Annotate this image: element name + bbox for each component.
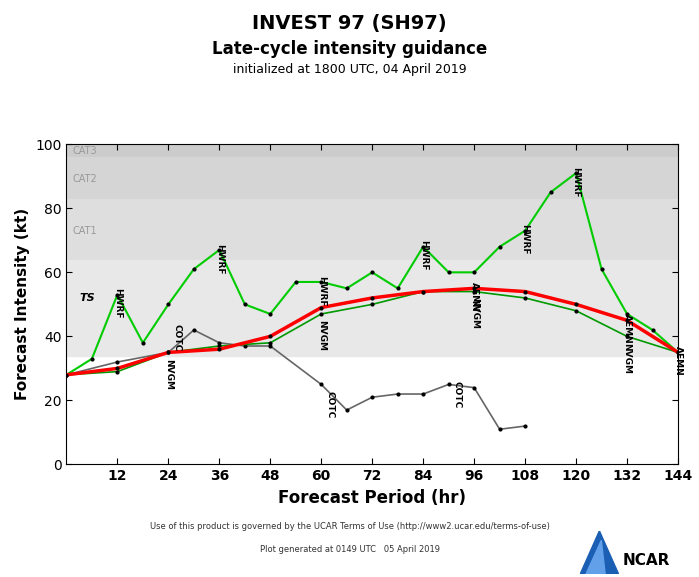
Text: COTC: COTC [325,391,334,418]
Text: HWRF: HWRF [215,243,224,274]
Text: AEMN: AEMN [674,346,682,376]
Bar [66,198,678,260]
Text: NVGM: NVGM [317,320,326,351]
X-axis label: Forecast Period (hr): Forecast Period (hr) [278,489,466,507]
Text: HWRF: HWRF [419,240,428,271]
Text: HWRF: HWRF [317,276,326,306]
Bar [66,260,678,355]
Text: initialized at 1800 UTC, 04 April 2019: initialized at 1800 UTC, 04 April 2019 [233,63,466,77]
Text: COTC: COTC [453,381,461,409]
Text: NCAR: NCAR [623,553,670,568]
Bar [66,157,678,198]
Text: Late-cycle intensity guidance: Late-cycle intensity guidance [212,40,487,58]
Text: Plot generated at 0149 UTC   05 April 2019: Plot generated at 0149 UTC 05 April 2019 [259,545,440,554]
Text: HWRF: HWRF [572,167,581,197]
Text: AEMN: AEMN [623,314,632,344]
Polygon shape [580,531,619,574]
Polygon shape [586,540,605,574]
Text: TS: TS [79,293,95,303]
Text: NVGM: NVGM [164,359,173,390]
Text: NVGM: NVGM [623,343,632,374]
Text: CAT3: CAT3 [73,145,97,156]
Text: CAT2: CAT2 [73,174,98,185]
Text: AEMN: AEMN [470,282,479,312]
Text: COTC: COTC [173,324,181,351]
Text: INVEST 97 (SH97): INVEST 97 (SH97) [252,14,447,33]
Text: CAT1: CAT1 [73,226,97,236]
Text: HWRF: HWRF [521,224,530,255]
Text: Use of this product is governed by the UCAR Terms of Use (http://www2.ucar.edu/t: Use of this product is governed by the U… [150,522,549,531]
Bar [66,144,678,157]
Y-axis label: Forecast Intensity (kt): Forecast Intensity (kt) [15,208,29,400]
Text: HWRF: HWRF [113,288,122,319]
Text: NVGM: NVGM [470,298,479,329]
